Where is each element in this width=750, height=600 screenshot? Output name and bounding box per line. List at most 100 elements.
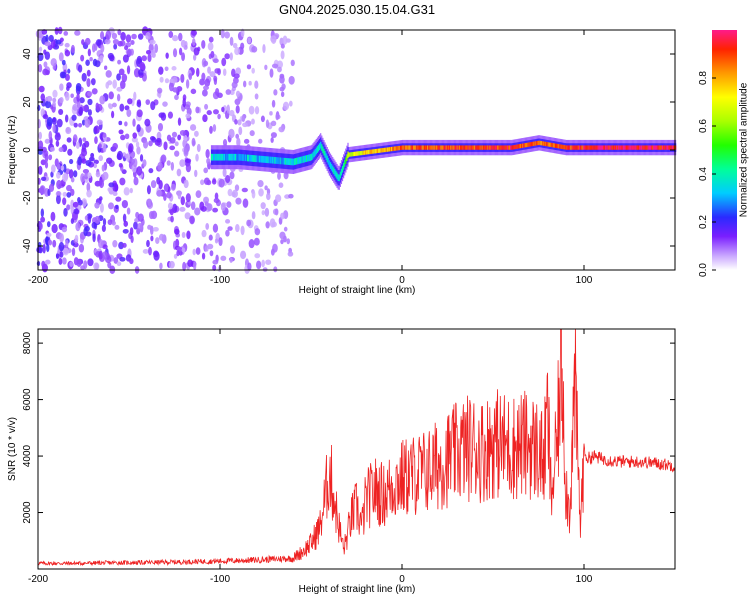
noise-speck xyxy=(181,231,186,238)
noise-speck xyxy=(81,39,85,46)
band-core xyxy=(516,144,518,149)
noise-speck xyxy=(226,201,232,208)
noise-speck xyxy=(40,159,46,166)
band-core xyxy=(480,145,482,150)
band-core xyxy=(297,157,299,165)
noise-speck xyxy=(119,177,126,186)
noise-speck xyxy=(105,30,112,40)
noise-speck xyxy=(141,55,147,62)
band-core xyxy=(596,145,598,150)
noise-speck xyxy=(215,87,220,96)
band-core xyxy=(357,151,359,156)
noise-speck xyxy=(59,37,64,43)
noise-speck xyxy=(271,63,279,69)
band-core xyxy=(453,145,455,150)
noise-speck xyxy=(178,32,183,42)
band-core xyxy=(315,147,317,155)
band-core xyxy=(372,149,374,154)
noise-speck xyxy=(114,224,120,230)
noise-speck xyxy=(274,208,279,216)
noise-speck xyxy=(118,120,123,126)
noise-speck xyxy=(78,123,83,128)
noise-speck xyxy=(58,108,64,115)
noise-speck xyxy=(136,109,143,118)
band-core xyxy=(414,145,416,150)
band-core xyxy=(573,145,575,150)
noise-speck xyxy=(62,173,69,182)
band-core xyxy=(364,150,367,155)
noise-speck xyxy=(39,222,43,230)
band-core xyxy=(351,152,353,157)
band-core xyxy=(478,145,480,150)
noise-speck xyxy=(273,266,278,273)
noise-speck xyxy=(65,126,72,135)
noise-speck xyxy=(145,50,151,55)
noise-speck xyxy=(75,222,81,232)
band-core xyxy=(391,146,393,152)
noise-speck xyxy=(212,264,217,271)
spectrogram-noise-region xyxy=(35,26,295,275)
noise-speck xyxy=(221,106,225,113)
y-tick-label: 0 xyxy=(22,147,33,153)
band-core xyxy=(252,155,254,162)
noise-speck xyxy=(148,140,153,147)
noise-speck xyxy=(193,260,197,271)
noise-speck xyxy=(212,58,219,64)
band-core xyxy=(570,145,572,150)
noise-speck xyxy=(279,231,286,240)
noise-speck xyxy=(85,59,90,66)
band-core xyxy=(267,156,269,164)
noise-speck xyxy=(270,120,277,127)
noise-speck xyxy=(157,161,163,171)
band-core xyxy=(522,143,524,148)
noise-speck xyxy=(52,97,57,103)
noise-speck xyxy=(187,259,194,268)
band-core xyxy=(244,154,246,162)
noise-speck xyxy=(179,206,186,212)
noise-speck xyxy=(280,212,285,220)
noise-speck xyxy=(182,261,187,272)
noise-speck xyxy=(116,93,121,102)
band-core xyxy=(584,145,586,150)
noise-speck xyxy=(84,37,91,46)
noise-speck xyxy=(98,143,102,149)
noise-speck xyxy=(164,78,170,84)
noise-speck xyxy=(61,257,67,265)
noise-speck xyxy=(257,179,264,188)
noise-speck xyxy=(149,39,156,45)
noise-speck xyxy=(44,100,52,109)
band-core xyxy=(288,158,290,165)
band-core xyxy=(576,145,578,150)
noise-speck xyxy=(117,59,122,65)
noise-speck xyxy=(204,201,209,207)
noise-speck xyxy=(62,247,69,256)
noise-speck xyxy=(58,147,64,153)
noise-speck xyxy=(127,48,132,57)
band-core xyxy=(275,157,277,164)
noise-speck xyxy=(70,188,75,197)
noise-speck xyxy=(94,215,101,224)
noise-speck xyxy=(150,101,156,111)
noise-speck xyxy=(266,192,271,201)
band-core xyxy=(421,145,423,150)
noise-speck xyxy=(128,143,134,153)
noise-speck xyxy=(112,191,118,196)
band-core xyxy=(547,142,549,147)
noise-speck xyxy=(225,219,231,224)
noise-speck xyxy=(227,226,233,231)
band-core xyxy=(669,145,671,150)
band-core xyxy=(660,145,663,150)
noise-speck xyxy=(100,44,105,53)
band-core xyxy=(632,145,634,150)
band-core xyxy=(380,148,382,153)
band-core xyxy=(460,145,463,150)
noise-speck xyxy=(125,34,132,43)
noise-speck xyxy=(37,52,44,62)
band-core xyxy=(355,151,357,156)
band-core xyxy=(258,155,261,163)
noise-speck xyxy=(172,35,179,42)
snr-series-line xyxy=(38,329,675,567)
band-core xyxy=(346,154,348,162)
band-core xyxy=(559,144,561,149)
